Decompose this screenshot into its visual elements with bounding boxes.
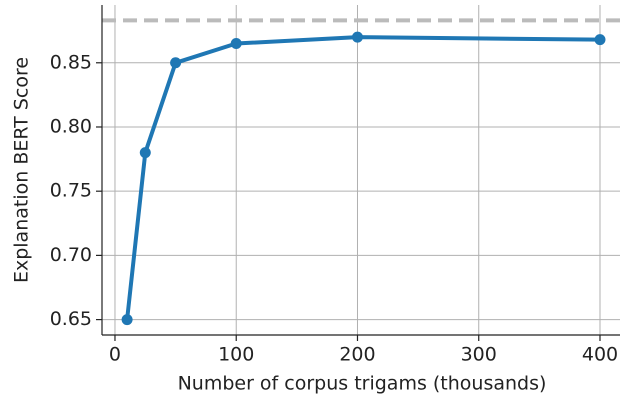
x-tick-label: 400 (582, 344, 618, 366)
marker (121, 314, 133, 326)
marker (230, 38, 242, 50)
marker (594, 34, 606, 46)
y-tick-label: 0.85 (50, 51, 92, 73)
y-axis-label: Explanation BERT Score (11, 57, 33, 283)
marker (351, 31, 363, 43)
y-tick-label: 0.65 (50, 308, 92, 330)
marker (170, 57, 182, 69)
x-tick-label: 0 (109, 344, 121, 366)
y-tick-label: 0.80 (50, 115, 92, 137)
x-tick-label: 200 (339, 344, 375, 366)
y-tick-label: 0.70 (50, 244, 92, 266)
y-tick-label: 0.75 (50, 180, 92, 202)
x-tick-label: 300 (461, 344, 497, 366)
x-axis-label: Number of corpus trigams (thousands) (178, 373, 547, 395)
line (125, 35, 601, 320)
x-tick-label: 100 (218, 344, 254, 366)
marker (139, 147, 151, 159)
